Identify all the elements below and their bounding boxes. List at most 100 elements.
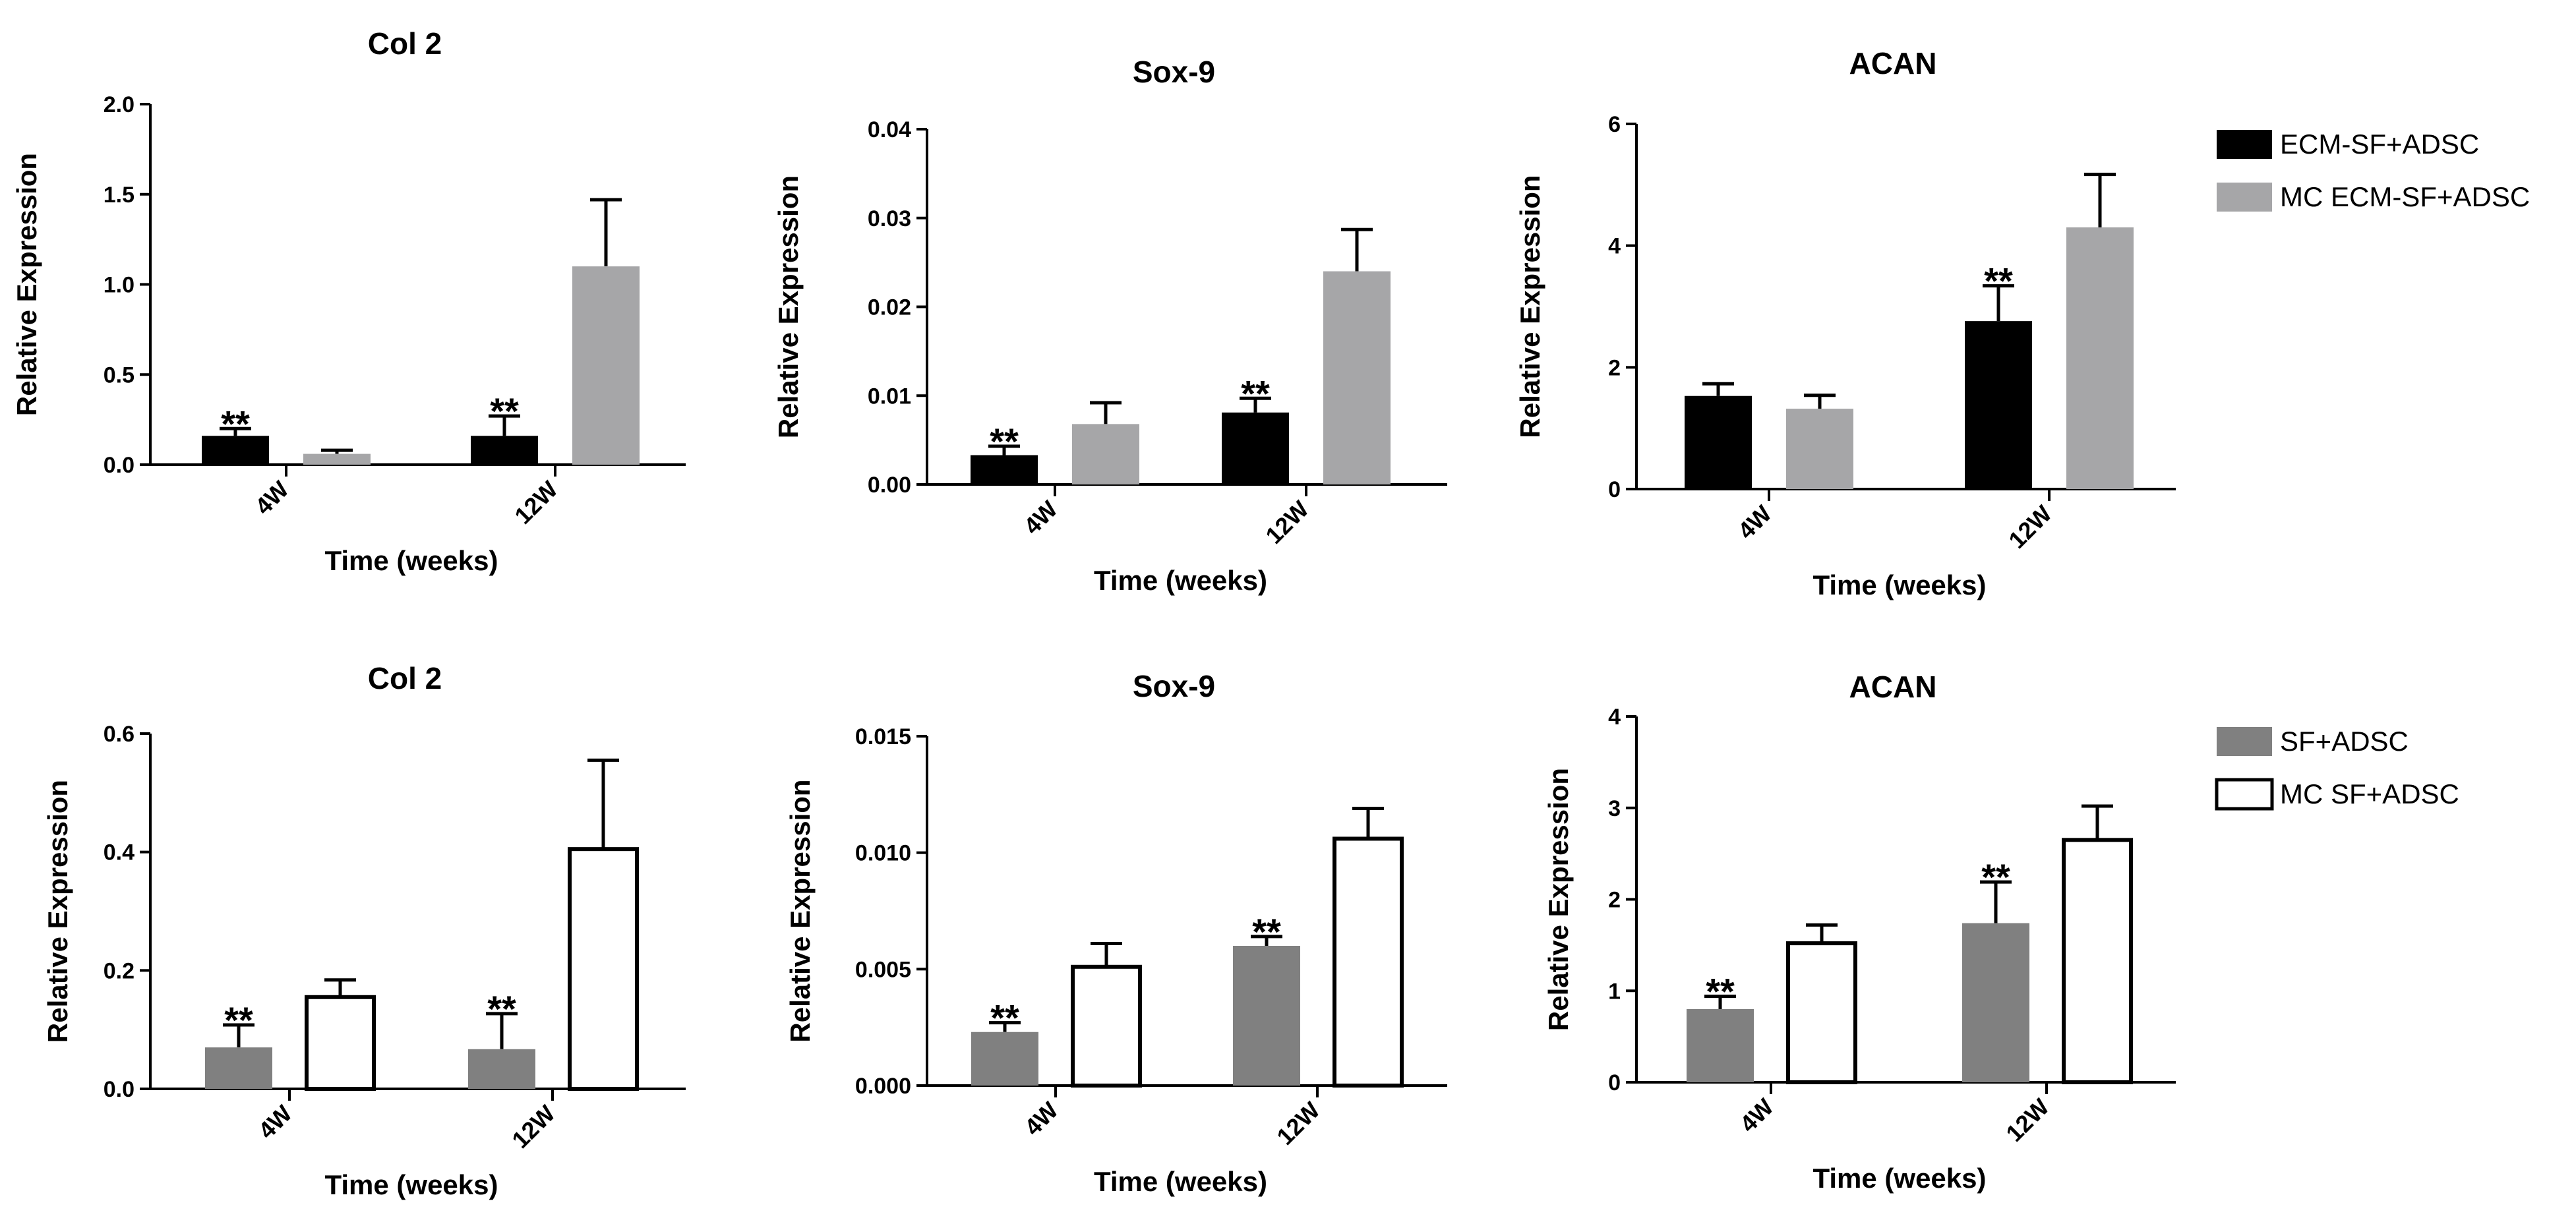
- bar-mc-sf-adsc-12w: [568, 847, 639, 1091]
- y-tick-label: 0.0: [104, 453, 135, 478]
- bar-sf-adsc-4w: [971, 1032, 1038, 1086]
- y-tick-label: 4: [1608, 705, 1621, 730]
- bar-mc-sf-adsc-4w: [1071, 964, 1142, 1088]
- y-tick-label: 0.4: [104, 840, 135, 865]
- bar-ecm-sf-adsc-12w: [1222, 412, 1289, 484]
- y-tick-label: 6: [1608, 112, 1621, 137]
- x-tick-label: 12W: [509, 476, 562, 529]
- y-tick-label: 0.2: [104, 958, 135, 983]
- y-tick-label: 0.0: [104, 1077, 135, 1102]
- y-tick-label: 2: [1608, 888, 1621, 913]
- y-tick-label: 0.00: [868, 473, 911, 498]
- x-tick-label: 12W: [1260, 496, 1313, 549]
- bar-ecm-sf-adsc-12w: [471, 436, 538, 465]
- x-tick-label: 4W: [1018, 496, 1062, 540]
- bar-mc-sf-adsc-4w: [1786, 941, 1857, 1084]
- y-tick-label: 2.0: [104, 92, 135, 117]
- bar-mc-ecm-sf-adsc-12w: [572, 266, 640, 465]
- y-tick-label: 0.015: [855, 724, 911, 749]
- bar-sf-adsc-4w: [1687, 1009, 1754, 1082]
- legend-label: MC ECM-SF+ADSC: [2280, 181, 2530, 212]
- chart-panel-4: Sox-9 0.000 0.005 0.010 0.015 Relative Expres…: [785, 669, 1447, 1197]
- y-axis-title: Relative Expression: [1543, 768, 1574, 1031]
- bar-mc-ecm-sf-adsc-12w: [2066, 227, 2134, 489]
- x-tick-label: 4W: [253, 1100, 297, 1144]
- bar-mc-sf-adsc-12w: [1333, 836, 1404, 1088]
- chart-title: Col 2: [368, 661, 442, 695]
- x-tick-label: 4W: [249, 476, 293, 520]
- y-tick-label: 0.01: [868, 384, 911, 409]
- significance-marker: **: [224, 999, 253, 1041]
- significance-marker: **: [221, 403, 250, 444]
- significance-marker: **: [487, 988, 516, 1030]
- x-tick-label: 12W: [1271, 1097, 1325, 1150]
- x-axis-title: Time (weeks): [324, 545, 498, 576]
- y-axis-title: Relative Expression: [11, 153, 42, 416]
- chart-panel-5: ACAN 0 1 2 3 4 Relative Expression ** 4W ** 12W Tim…: [1543, 670, 2176, 1194]
- legend-top: ECM-SF+ADSC MC ECM-SF+ADSC: [2217, 129, 2530, 212]
- bar-mc-ecm-sf-adsc-4w: [1072, 424, 1139, 484]
- bar-ecm-sf-adsc-12w: [1965, 321, 2032, 489]
- significance-marker: **: [1241, 372, 1270, 414]
- legend-bottom: SF+ADSC MC SF+ADSC: [2215, 726, 2459, 811]
- legend-swatch: [2215, 778, 2274, 811]
- chart-title: ACAN: [1849, 46, 1937, 80]
- x-tick-label: 4W: [1734, 1093, 1778, 1138]
- y-tick-label: 2: [1608, 355, 1621, 380]
- x-tick-label: 12W: [506, 1100, 560, 1153]
- significance-marker: **: [990, 997, 1019, 1039]
- chart-panel-1: Sox-9 0.00 0.01 0.02 0.03 0.04 Relative Expres…: [773, 55, 1447, 596]
- x-tick-label: 4W: [1019, 1097, 1063, 1141]
- significance-marker: **: [1981, 856, 2010, 898]
- y-tick-label: 4: [1608, 234, 1621, 259]
- chart-title: Col 2: [368, 26, 442, 61]
- significance-marker: **: [1252, 911, 1281, 952]
- chart-panel-2: ACAN 0 2 4 6 Relative Expression 4W ** 12W Time (…: [1514, 46, 2176, 600]
- chart-title: Sox-9: [1133, 55, 1215, 89]
- y-tick-label: 0.5: [104, 363, 135, 388]
- y-tick-label: 1.5: [104, 183, 135, 208]
- y-axis-title: Relative Expression: [785, 779, 816, 1042]
- bar-ecm-sf-adsc-4w: [202, 436, 269, 465]
- x-tick-label: 12W: [2000, 1093, 2054, 1147]
- legend-label: SF+ADSC: [2280, 726, 2409, 757]
- x-axis-title: Time (weeks): [1812, 1163, 1986, 1194]
- y-tick-label: 1: [1608, 979, 1621, 1004]
- x-tick-label: 4W: [1732, 500, 1776, 544]
- y-tick-label: 0.6: [104, 722, 135, 747]
- bar-ecm-sf-adsc-4w: [971, 455, 1038, 484]
- legend-label: ECM-SF+ADSC: [2280, 129, 2479, 160]
- y-tick-label: 0.000: [855, 1074, 911, 1099]
- legend-swatch: [2217, 727, 2272, 756]
- y-axis-title: Relative Expression: [1514, 175, 1545, 438]
- x-axis-title: Time (weeks): [1094, 1166, 1267, 1197]
- bar-mc-ecm-sf-adsc-4w: [303, 453, 371, 465]
- significance-marker: **: [990, 421, 1019, 462]
- chart-panel-3: Col 2 0.0 0.2 0.4 0.6 Relative Expression ** 4W…: [42, 661, 686, 1200]
- bar-mc-ecm-sf-adsc-4w: [1786, 409, 1853, 489]
- significance-marker: **: [490, 390, 519, 432]
- y-tick-label: 0.02: [868, 295, 911, 320]
- y-tick-label: 0: [1608, 477, 1621, 502]
- bar-sf-adsc-4w: [205, 1047, 272, 1089]
- legend-label: MC SF+ADSC: [2280, 778, 2459, 809]
- y-axis-title: Relative Expression: [42, 780, 73, 1043]
- legend-swatch: [2217, 130, 2272, 159]
- bar-sf-adsc-12w: [1233, 946, 1300, 1086]
- y-tick-label: 0.010: [855, 841, 911, 866]
- bar-mc-ecm-sf-adsc-12w: [1323, 271, 1391, 484]
- y-tick-label: 0.005: [855, 957, 911, 982]
- x-axis-title: Time (weeks): [1094, 565, 1267, 596]
- significance-marker: **: [1706, 971, 1735, 1012]
- chart-title: ACAN: [1849, 670, 1937, 704]
- y-tick-label: 3: [1608, 796, 1621, 821]
- legend-swatch: [2217, 183, 2272, 212]
- x-axis-title: Time (weeks): [1812, 569, 1986, 600]
- bar-mc-sf-adsc-12w: [2062, 838, 2133, 1084]
- chart-title: Sox-9: [1133, 669, 1215, 703]
- y-axis-title: Relative Expression: [773, 175, 804, 438]
- bar-mc-sf-adsc-4w: [305, 995, 376, 1091]
- bar-sf-adsc-12w: [1962, 923, 2029, 1082]
